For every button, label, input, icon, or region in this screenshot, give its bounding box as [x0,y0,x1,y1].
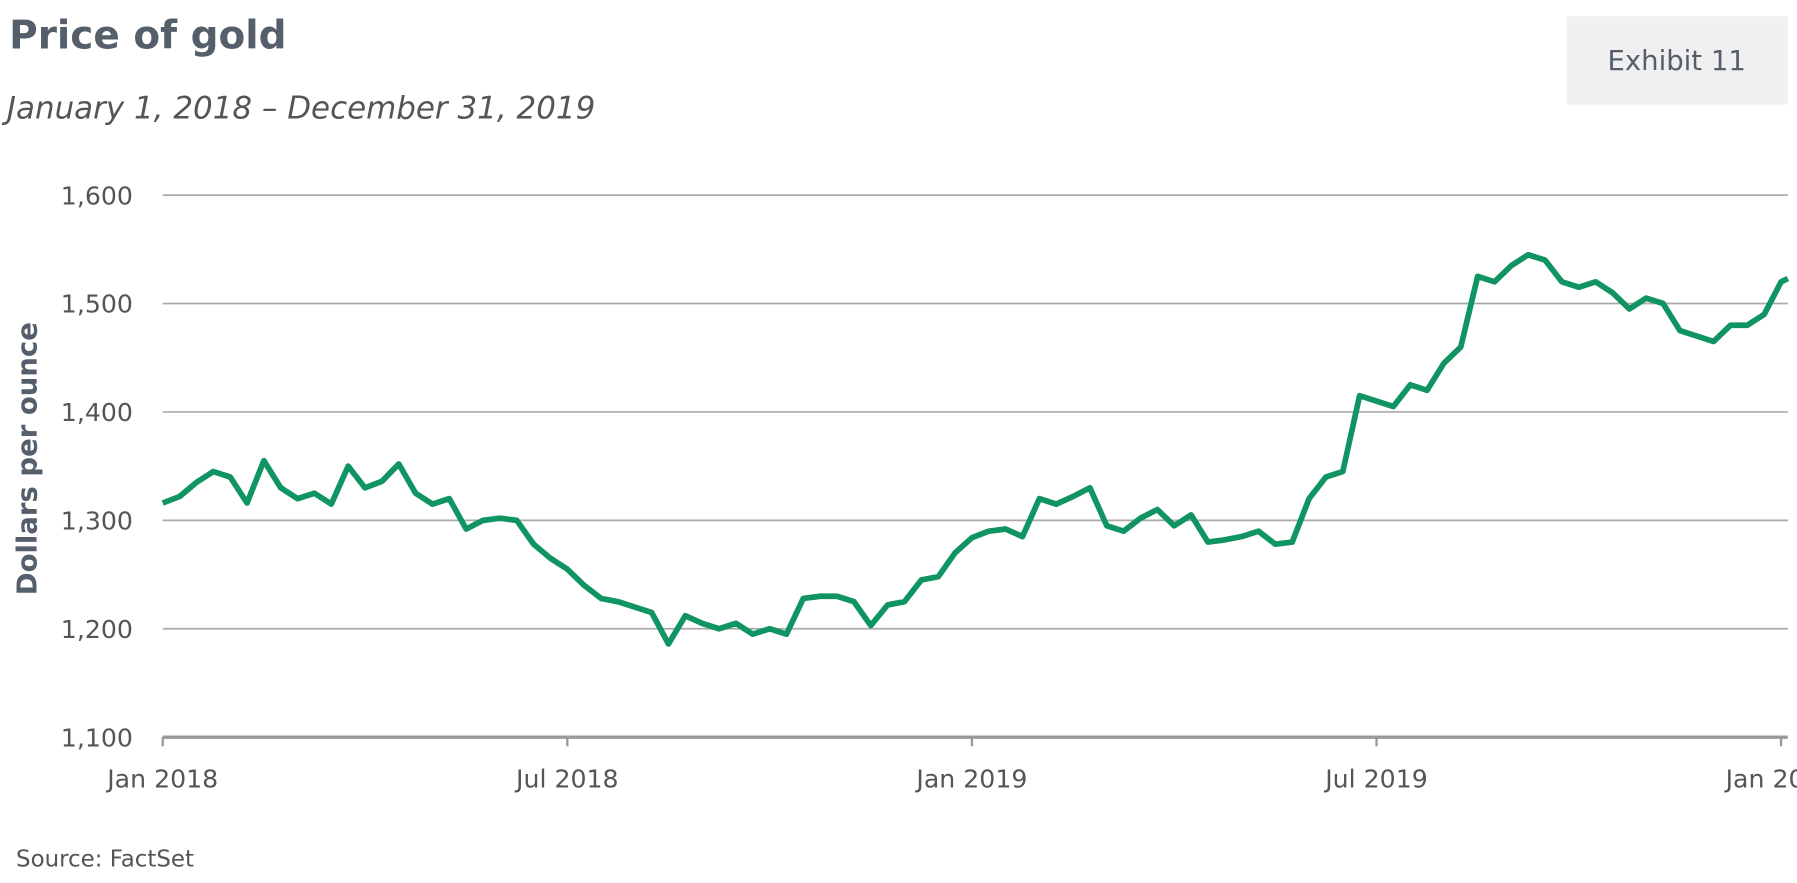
subtitle: January 1, 2018 – December 31, 2019 [1,90,595,126]
x-tick-label: Jan 2019 [914,765,1027,794]
line [161,251,1790,647]
badge-box [1566,16,1788,105]
y-tick-label: 1,100 [61,723,133,752]
source: Source: FactSet [16,847,194,873]
y-tick-label: 1,500 [61,290,133,319]
x-tick-label: Jul 2019 [1323,765,1428,794]
x-tick-label: Jan 2018 [105,765,218,794]
y-tick-label: 1,200 [61,615,133,644]
y-tick-label: 1,600 [61,181,133,210]
y-tick-label: 1,400 [61,398,133,427]
y-axis-label: Dollars per ounce [12,322,44,595]
y-tick-label: 1,300 [61,507,133,536]
badge: Exhibit 11 [1607,45,1745,77]
title: Price of gold [9,13,286,58]
x-tick-label: Jul 2018 [514,765,619,794]
x-tick-label: Jan 2020 [1724,765,1797,794]
